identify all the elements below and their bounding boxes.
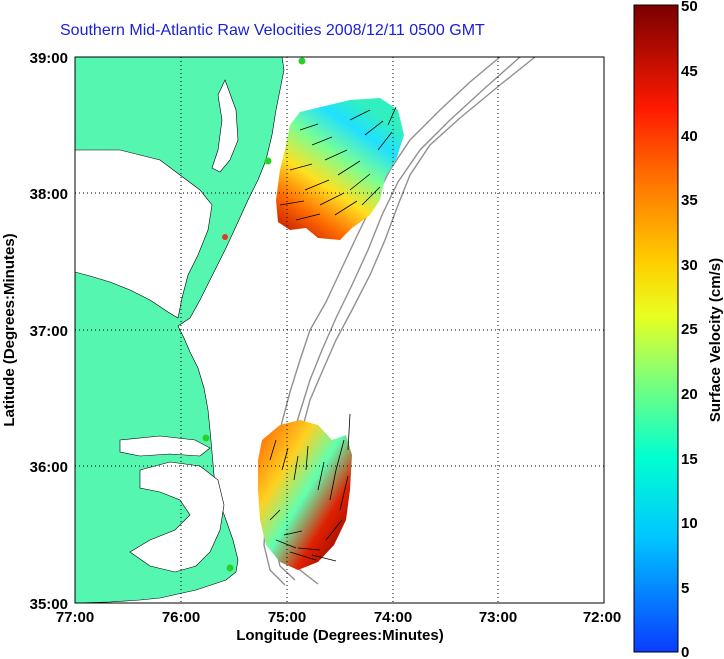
colorbar-tick: 20	[681, 386, 698, 403]
x-axis: 77:00 76:00 75:00 74:00 73:00 72:00 Long…	[56, 609, 621, 644]
y-tick-label: 38:00	[30, 186, 68, 203]
x-tick-label: 73:00	[479, 609, 517, 626]
velocity-patch-north	[276, 98, 404, 240]
colorbar-tick: 5	[681, 580, 689, 597]
x-axis-label: Longitude (Degrees:Minutes)	[236, 627, 444, 644]
colorbar-tick: 35	[681, 192, 698, 209]
colorbar-tick: 25	[681, 321, 698, 338]
colorbar-tick: 10	[681, 515, 698, 532]
colorbar-tick: 40	[681, 128, 698, 145]
colorbar-tick: 30	[681, 257, 698, 274]
y-tick-label: 37:00	[30, 323, 68, 340]
x-tick-label: 74:00	[374, 609, 412, 626]
station-markers	[202, 57, 306, 572]
x-tick-label: 76:00	[162, 609, 200, 626]
colorbar-tick: 50	[681, 0, 698, 15]
y-axis: 39:00 38:00 37:00 36:00 35:00 Latitude (…	[1, 50, 68, 613]
albemarle-sound	[119, 435, 211, 457]
velocity-patch-south	[258, 420, 352, 570]
colorbar-tick: 0	[681, 644, 689, 659]
x-tick-label: 77:00	[56, 609, 94, 626]
velocity-vectors-south	[269, 413, 351, 562]
grid-lines	[75, 57, 604, 603]
colorbar-tick: 45	[681, 63, 698, 80]
y-tick-label: 39:00	[30, 50, 68, 67]
y-tick-label: 35:00	[30, 596, 68, 613]
colorbar-label: Surface Velocity (cm/s)	[707, 258, 724, 422]
chart-title: Southern Mid-Atlantic Raw Velocities 200…	[60, 22, 485, 39]
y-tick-label: 36:00	[30, 459, 68, 476]
plot-border	[74, 56, 605, 604]
pamlico-sound	[129, 461, 225, 573]
colorbar-tick: 15	[681, 451, 698, 468]
chesapeake-bay	[75, 149, 213, 319]
colorbar-gradient	[633, 4, 679, 653]
x-tick-label: 75:00	[268, 609, 306, 626]
bay-arm-upper	[211, 79, 239, 173]
colorbar: 50 45 40 35 30 25 20 15 10 5 0 Surface V…	[633, 0, 724, 659]
x-tick-label: 72:00	[583, 609, 621, 626]
y-axis-label: Latitude (Degrees:Minutes)	[1, 233, 18, 426]
velocity-vectors-north	[279, 106, 397, 221]
